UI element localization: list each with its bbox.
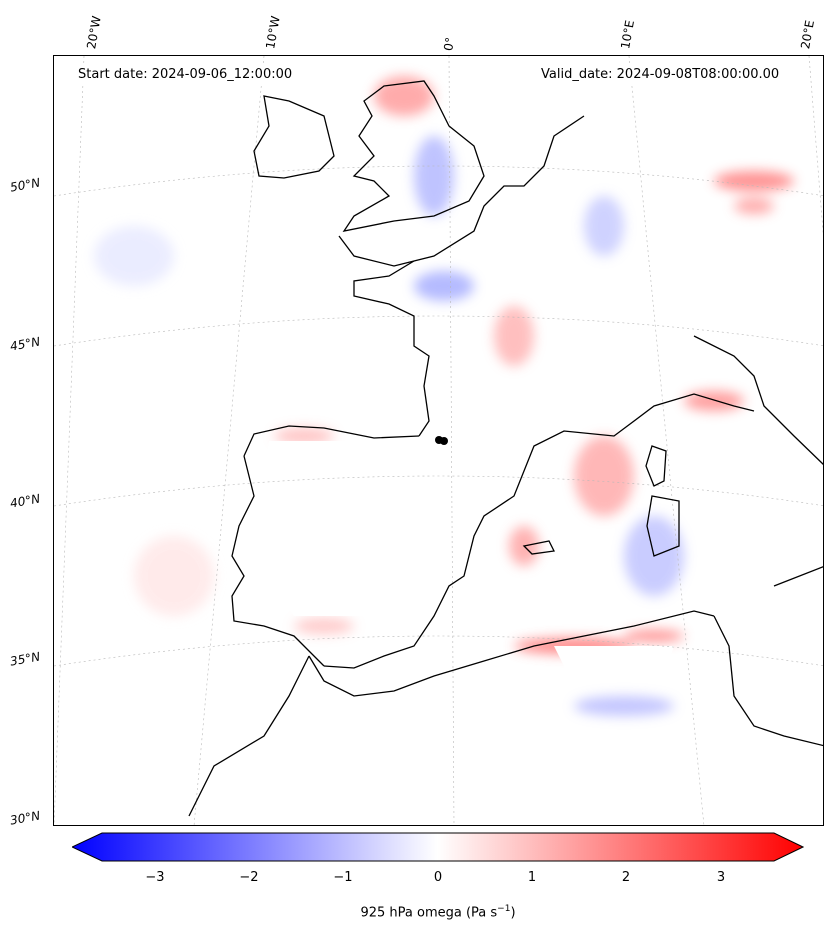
lon-label-10e: 10°E	[618, 19, 638, 50]
marker-points	[435, 436, 448, 445]
colorbar	[70, 832, 805, 862]
lat-label-40n: 40°N	[9, 491, 42, 511]
lat-label-35n: 35°N	[9, 649, 42, 669]
colorbar-label-text: 925 hPa omega (Pa s	[360, 905, 498, 921]
colorbar-graphic	[70, 832, 805, 862]
colorbar-tick: 2	[621, 870, 631, 885]
colorbar-tick: 3	[716, 870, 726, 885]
colorbar-label: 925 hPa omega (Pa s−1)	[0, 904, 832, 920]
colorbar-tick: −3	[145, 870, 165, 885]
lon-label-20e: 20°E	[798, 19, 818, 50]
map-panel	[53, 55, 824, 826]
colorbar-tick: −2	[239, 870, 259, 885]
terrain-mask	[254, 346, 694, 686]
graticule	[54, 56, 823, 825]
lon-label-10w: 10°W	[263, 14, 283, 50]
colorbar-tick: −1	[333, 870, 353, 885]
lon-label-0: 0°	[441, 36, 458, 52]
coastlines	[188, 80, 823, 817]
map-canvas	[54, 56, 823, 825]
colorbar-tick: 0	[433, 870, 443, 885]
omega-field	[94, 76, 794, 716]
colorbar-label-exponent: −1	[497, 904, 511, 914]
lat-label-30n: 30°N	[9, 808, 42, 828]
lat-label-45n: 45°N	[9, 334, 42, 354]
colorbar-tick: 1	[527, 870, 537, 885]
colorbar-label-close: )	[510, 905, 516, 921]
lat-label-50n: 50°N	[9, 175, 42, 195]
start-date-label: Start date: 2024-09-06_12:00:00	[72, 64, 299, 86]
valid-date-label: Valid_date: 2024-09-08T08:00:00.00	[535, 64, 786, 86]
lon-label-20w: 20°W	[84, 14, 104, 50]
